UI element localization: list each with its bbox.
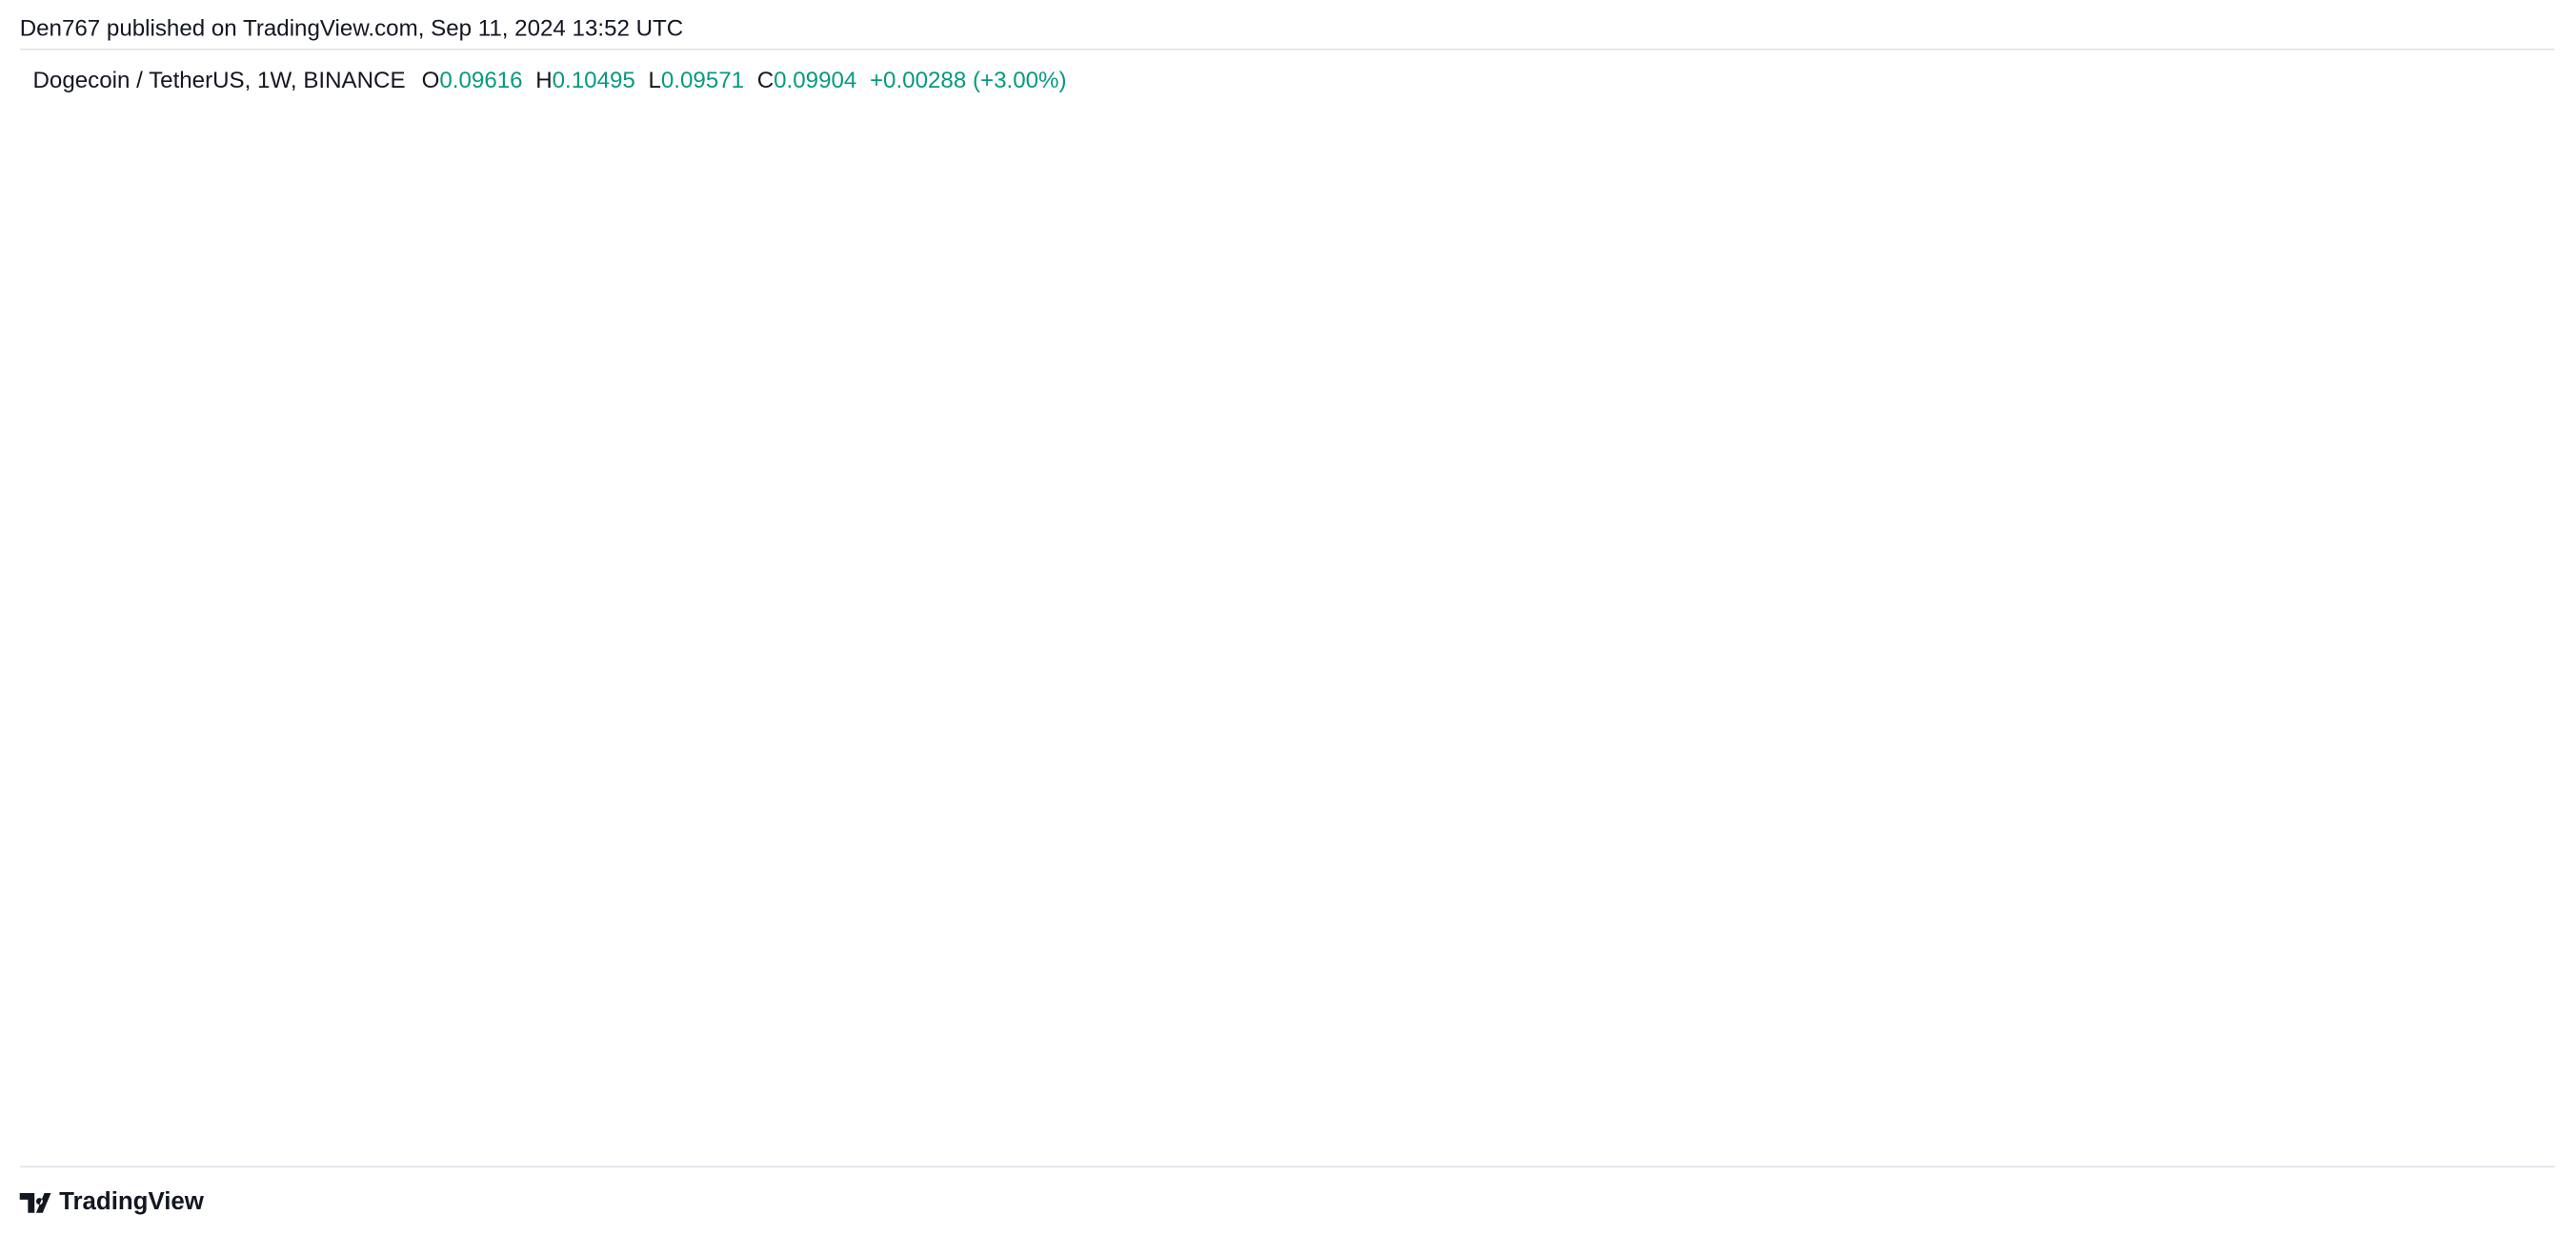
legend-title: Dogecoin / TetherUS, 1W, BINANCE (32, 69, 405, 94)
legend-letter: H (535, 69, 552, 94)
legend: Dogecoin / TetherUS, 1W, BINANCE O0.0961… (32, 69, 1066, 94)
legend-letter: C (757, 69, 774, 94)
footer-logo (19, 1193, 51, 1213)
legend-close: 0.09904 (774, 69, 856, 94)
legend-low: 0.09571 (661, 69, 744, 94)
legend-letter: O (422, 69, 440, 94)
legend-open: 0.09616 (439, 69, 522, 94)
footer-brand: TradingView (59, 1188, 205, 1215)
header: Den767 published on TradingView.com, Sep… (20, 15, 684, 41)
legend-change: +0.00288 (+3.00%) (870, 69, 1067, 94)
legend-letter: L (648, 69, 660, 94)
legend-high: 0.10495 (553, 69, 635, 94)
